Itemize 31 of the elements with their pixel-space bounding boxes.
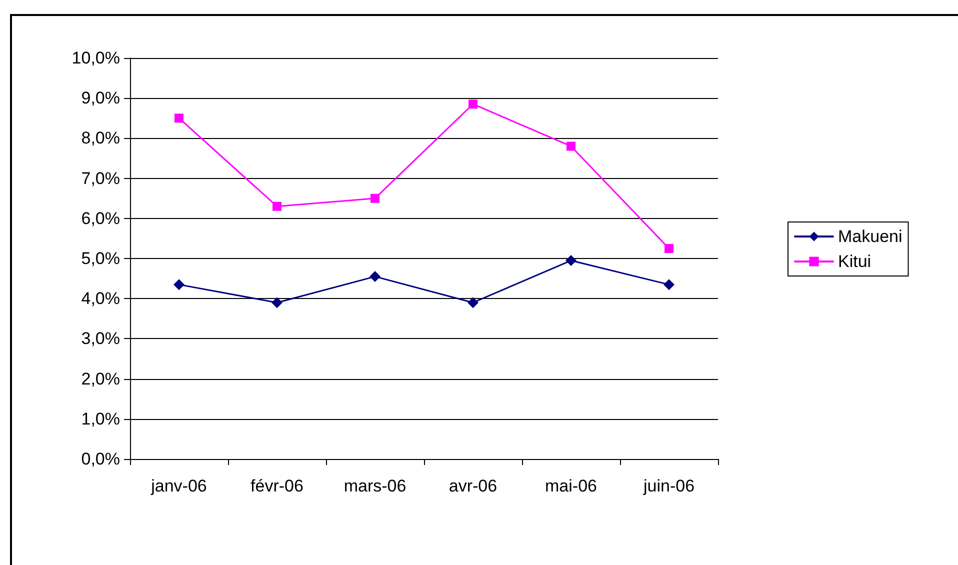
legend-label: Makueni [838,227,902,246]
point [468,100,478,109]
point [272,202,282,211]
point [370,271,380,282]
point [174,279,184,290]
y-tick-label: 3,0% [81,329,120,348]
x-tick-label: mars-06 [344,476,406,496]
point [272,297,282,308]
x-tick-label: févr-06 [250,476,304,496]
point [174,114,184,123]
x-tick-label: janv-06 [150,476,207,496]
y-tick-label: 1,0% [81,409,120,428]
point [370,194,380,203]
point [664,244,674,253]
point [566,142,576,151]
y-tick-label: 7,0% [81,168,120,188]
point [468,297,478,308]
y-tick-label: 10,0% [72,48,120,68]
legend-label: Kitui [838,252,872,271]
y-tick-label: 4,0% [81,289,120,308]
y-tick-label: 6,0% [81,208,120,228]
x-tick-label: mai-06 [545,476,597,496]
y-tick-label: 9,0% [81,88,120,108]
y-tick-label: 5,0% [81,249,120,268]
x-tick-label: avr-06 [448,476,498,496]
point [664,279,674,290]
point [566,255,576,266]
y-tick-label: 8,0% [81,128,120,148]
y-tick-label: 2,0% [81,369,120,388]
y-tick-label: 0,0% [81,450,120,468]
x-tick-label: juin-06 [642,476,695,496]
